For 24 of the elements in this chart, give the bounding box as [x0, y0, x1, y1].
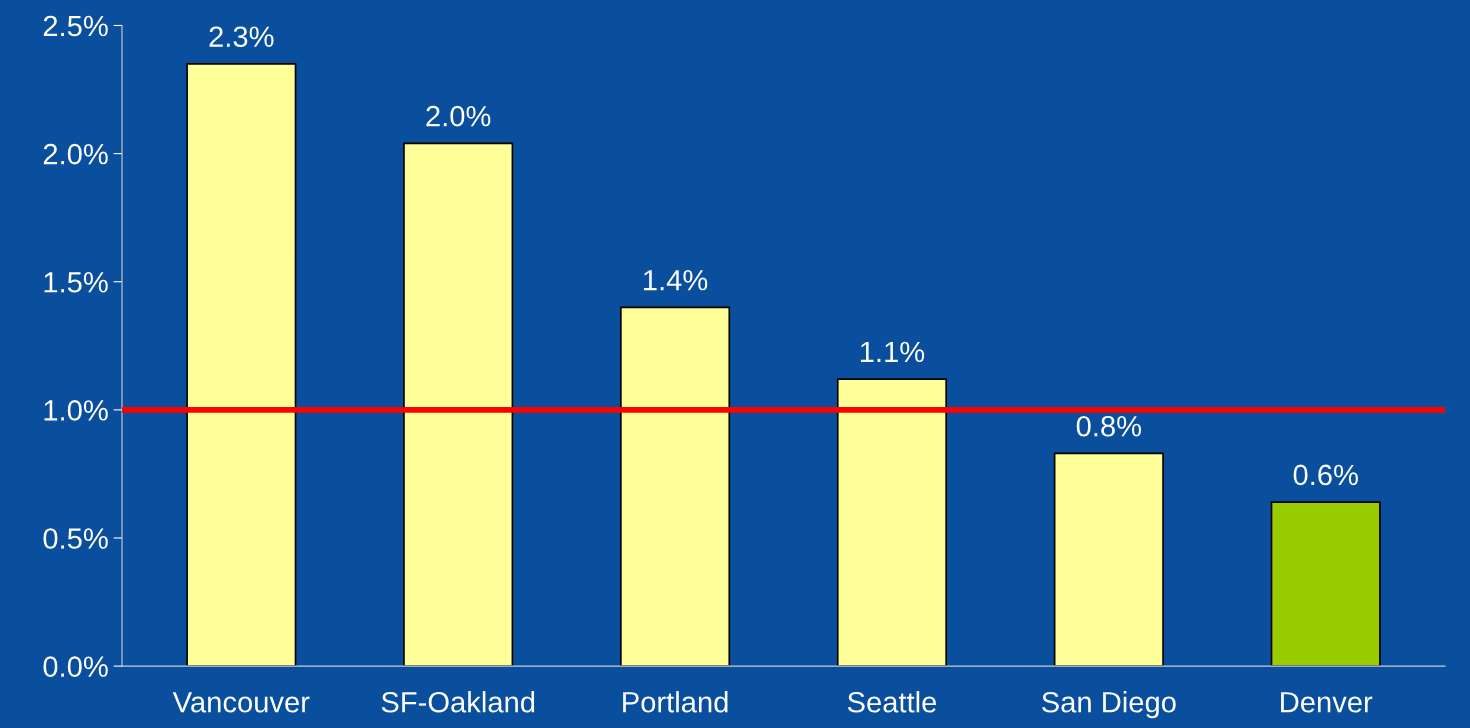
data-label: 2.0% [426, 105, 491, 127]
y-tick-label: 2.0% [43, 143, 108, 165]
data-label: 1.1% [860, 341, 925, 363]
x-tick-label: Denver [1281, 692, 1373, 713]
y-tick-label: 0.5% [43, 528, 108, 549]
x-tick-label: Portland [623, 691, 728, 713]
y-tick-label: 1.0% [44, 400, 108, 421]
bar [620, 306, 731, 667]
x-tick-label: SF-Oakland [381, 691, 535, 713]
bar [836, 378, 948, 667]
x-tick-label: Vancouver [172, 692, 310, 713]
y-tick-label: 2.5% [43, 15, 108, 37]
bar [403, 142, 514, 667]
data-label: 0.8% [1076, 415, 1142, 437]
data-label: 1.4% [644, 269, 708, 291]
y-tick-label: 1.5% [44, 272, 108, 293]
x-tick-label: San Diego [1042, 691, 1176, 719]
bar [1053, 452, 1164, 667]
bar [1270, 501, 1381, 667]
y-tick-label: 0.0% [43, 656, 108, 677]
data-label: 2.3% [209, 26, 274, 48]
data-label: 0.6% [1293, 464, 1358, 486]
x-tick-label: Seattle [847, 691, 937, 713]
bar [186, 63, 297, 667]
